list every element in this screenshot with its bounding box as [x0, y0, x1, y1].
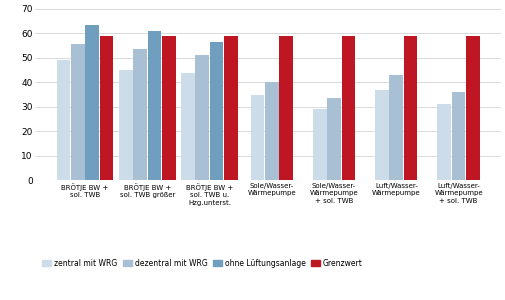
- Bar: [162, 36, 175, 180]
- Bar: [341, 36, 355, 180]
- Bar: [327, 98, 340, 180]
- Bar: [279, 36, 292, 180]
- Bar: [99, 36, 113, 180]
- Bar: [181, 73, 194, 180]
- Bar: [374, 90, 388, 180]
- Bar: [57, 60, 70, 180]
- Bar: [85, 25, 99, 180]
- Bar: [195, 56, 209, 180]
- Bar: [403, 36, 417, 180]
- Bar: [119, 70, 132, 180]
- Bar: [224, 36, 237, 180]
- Bar: [312, 109, 326, 180]
- Bar: [389, 75, 402, 180]
- Bar: [465, 36, 479, 180]
- Bar: [133, 49, 146, 180]
- Bar: [250, 94, 264, 180]
- Bar: [451, 92, 465, 180]
- Bar: [147, 31, 161, 180]
- Bar: [210, 42, 223, 180]
- Bar: [265, 82, 278, 180]
- Bar: [71, 44, 84, 180]
- Bar: [436, 104, 450, 180]
- Legend: zentral mit WRG, dezentral mit WRG, ohne Lüftungsanlage, Grenzwert: zentral mit WRG, dezentral mit WRG, ohne…: [39, 256, 365, 271]
